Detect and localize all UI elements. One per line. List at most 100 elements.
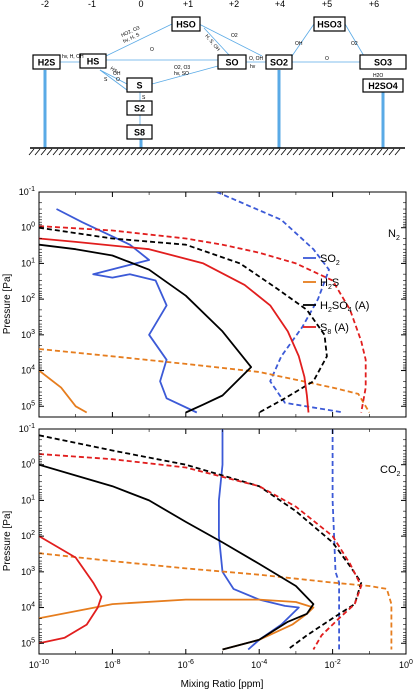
y-tick-label: 104 — [21, 365, 35, 376]
y-tick-label: 105 — [21, 637, 35, 648]
legend-label: SO2 — [320, 253, 340, 267]
reaction-label: O — [150, 47, 154, 53]
species-label: SO2 — [270, 58, 288, 68]
ox-state-label: +6 — [369, 0, 379, 9]
y-tick-label: 105 — [21, 400, 35, 411]
species-label: S2 — [134, 104, 145, 114]
legend-label: H2SO4 (A) — [320, 300, 369, 314]
species-box-so — [217, 54, 247, 70]
x-tick-label: 10-10 — [29, 659, 49, 670]
series-line — [39, 348, 371, 413]
legend-label: H2S — [320, 277, 339, 291]
y-tick-label: 100 — [21, 222, 35, 233]
y-axis-label: Pressure [Pa] — [2, 273, 13, 334]
series-line — [39, 598, 315, 651]
deposition-arrows — [43, 70, 385, 148]
series-line — [39, 225, 367, 413]
x-axis: 10-10 10-8 10-6 10-4 10-2 100 — [29, 429, 413, 670]
series-line — [39, 243, 252, 414]
ox-state-label: +5 — [322, 0, 332, 9]
reaction-label: O2, O3 — [174, 65, 190, 71]
x-tick-label: 10-8 — [104, 659, 120, 670]
y-tick-label: 101 — [21, 494, 35, 505]
species-label: HS — [87, 57, 100, 67]
species-label: H2SO4 — [368, 81, 398, 91]
y-axis: 10-1 100 101 102 103 104 105 — [19, 423, 406, 648]
species-box-h2s — [32, 54, 61, 70]
y-tick-label: 100 — [21, 459, 35, 470]
reaction-label: S — [104, 77, 108, 83]
reaction-label: O, OH — [249, 56, 264, 62]
series-line — [39, 237, 310, 413]
x-axis-label: Mixing Ratio [ppm] — [181, 679, 264, 690]
species-label: H2S — [38, 58, 56, 68]
x-tick-label: 10-6 — [178, 659, 194, 670]
species-box-so3 — [359, 54, 407, 70]
y-tick-label: 103 — [21, 329, 35, 340]
species-label: S — [136, 81, 142, 91]
series-line — [218, 429, 300, 651]
series-line — [39, 369, 88, 414]
ox-state-label: -2 — [41, 0, 49, 9]
y-tick-label: 102 — [21, 293, 35, 304]
y-tick-label: 104 — [21, 602, 35, 613]
ox-state-label: +4 — [275, 0, 285, 9]
species-box-so2 — [265, 54, 293, 70]
species-label: HSO — [176, 20, 196, 30]
species-label: SO — [225, 58, 238, 68]
reaction-label: O2 — [351, 41, 358, 47]
reaction-label: H2O — [373, 73, 383, 79]
species-box-hso — [171, 16, 201, 32]
species-box-s8 — [126, 124, 153, 140]
reaction-label: OH — [295, 41, 303, 47]
series-line — [216, 192, 344, 414]
y-axis: 10-1 100 101 102 103 104 105 — [19, 186, 406, 411]
y-tick-label: 102 — [21, 530, 35, 541]
chart-panel-n2: 10-1 100 101 102 103 104 105 N2 SO2 H2S H2SO4 … — [2, 186, 407, 418]
ox-state-label: 0 — [138, 0, 143, 9]
x-tick-label: 10-4 — [251, 659, 267, 670]
species-label: SO3 — [374, 58, 392, 68]
species-label: S8 — [134, 128, 145, 138]
species-box-hso3 — [313, 16, 346, 32]
panel-label: N2 — [388, 228, 400, 242]
panel-label: CO2 — [380, 464, 401, 478]
series-line — [39, 535, 103, 645]
series-line — [39, 434, 363, 651]
legend: SO2 H2S H2SO4 (A) S8 (A) — [303, 253, 369, 336]
species-box-hs — [79, 53, 107, 69]
reaction-label: O — [116, 77, 120, 83]
series-group — [39, 192, 371, 414]
reaction-scheme: -2 -1 0 +1 +2 +4 +5 +6 — [28, 0, 407, 156]
x-tick-label: 10-2 — [324, 659, 340, 670]
ground — [28, 147, 405, 156]
y-tick-label: 103 — [21, 566, 35, 577]
legend-label: S8 (A) — [320, 322, 349, 336]
series-line — [39, 226, 328, 414]
reaction-lines — [60, 23, 365, 126]
reaction-label: hv, SO — [174, 71, 189, 77]
x-axis — [38, 192, 407, 417]
series-line — [39, 453, 363, 650]
y-axis-label: Pressure [Pa] — [2, 510, 13, 571]
y-tick-label: 10-1 — [19, 423, 35, 434]
y-tick-label: 101 — [21, 257, 35, 268]
reaction-label: hv, H, OH — [62, 54, 84, 60]
reaction-label: hv — [250, 64, 256, 70]
species-box-s2 — [126, 100, 153, 116]
reaction-label: O2 — [231, 33, 238, 39]
chart-panel-co2: 10-1 100 101 102 103 104 105 10-10 10-8 10-6 10-4… — [2, 423, 413, 690]
series-line — [39, 552, 393, 650]
x-tick-label: 100 — [399, 659, 413, 670]
y-tick-label: 10-1 — [19, 186, 35, 197]
reaction-label: HS — [109, 66, 119, 75]
species-label: HSO3 — [317, 20, 342, 30]
species-box-h2so4 — [362, 78, 404, 93]
reaction-label: OH — [113, 71, 121, 77]
series-line — [39, 463, 315, 651]
species-box-s — [126, 77, 153, 93]
series-group — [39, 429, 393, 651]
ox-state-label: +2 — [229, 0, 239, 9]
ox-state-label: -1 — [88, 0, 96, 9]
